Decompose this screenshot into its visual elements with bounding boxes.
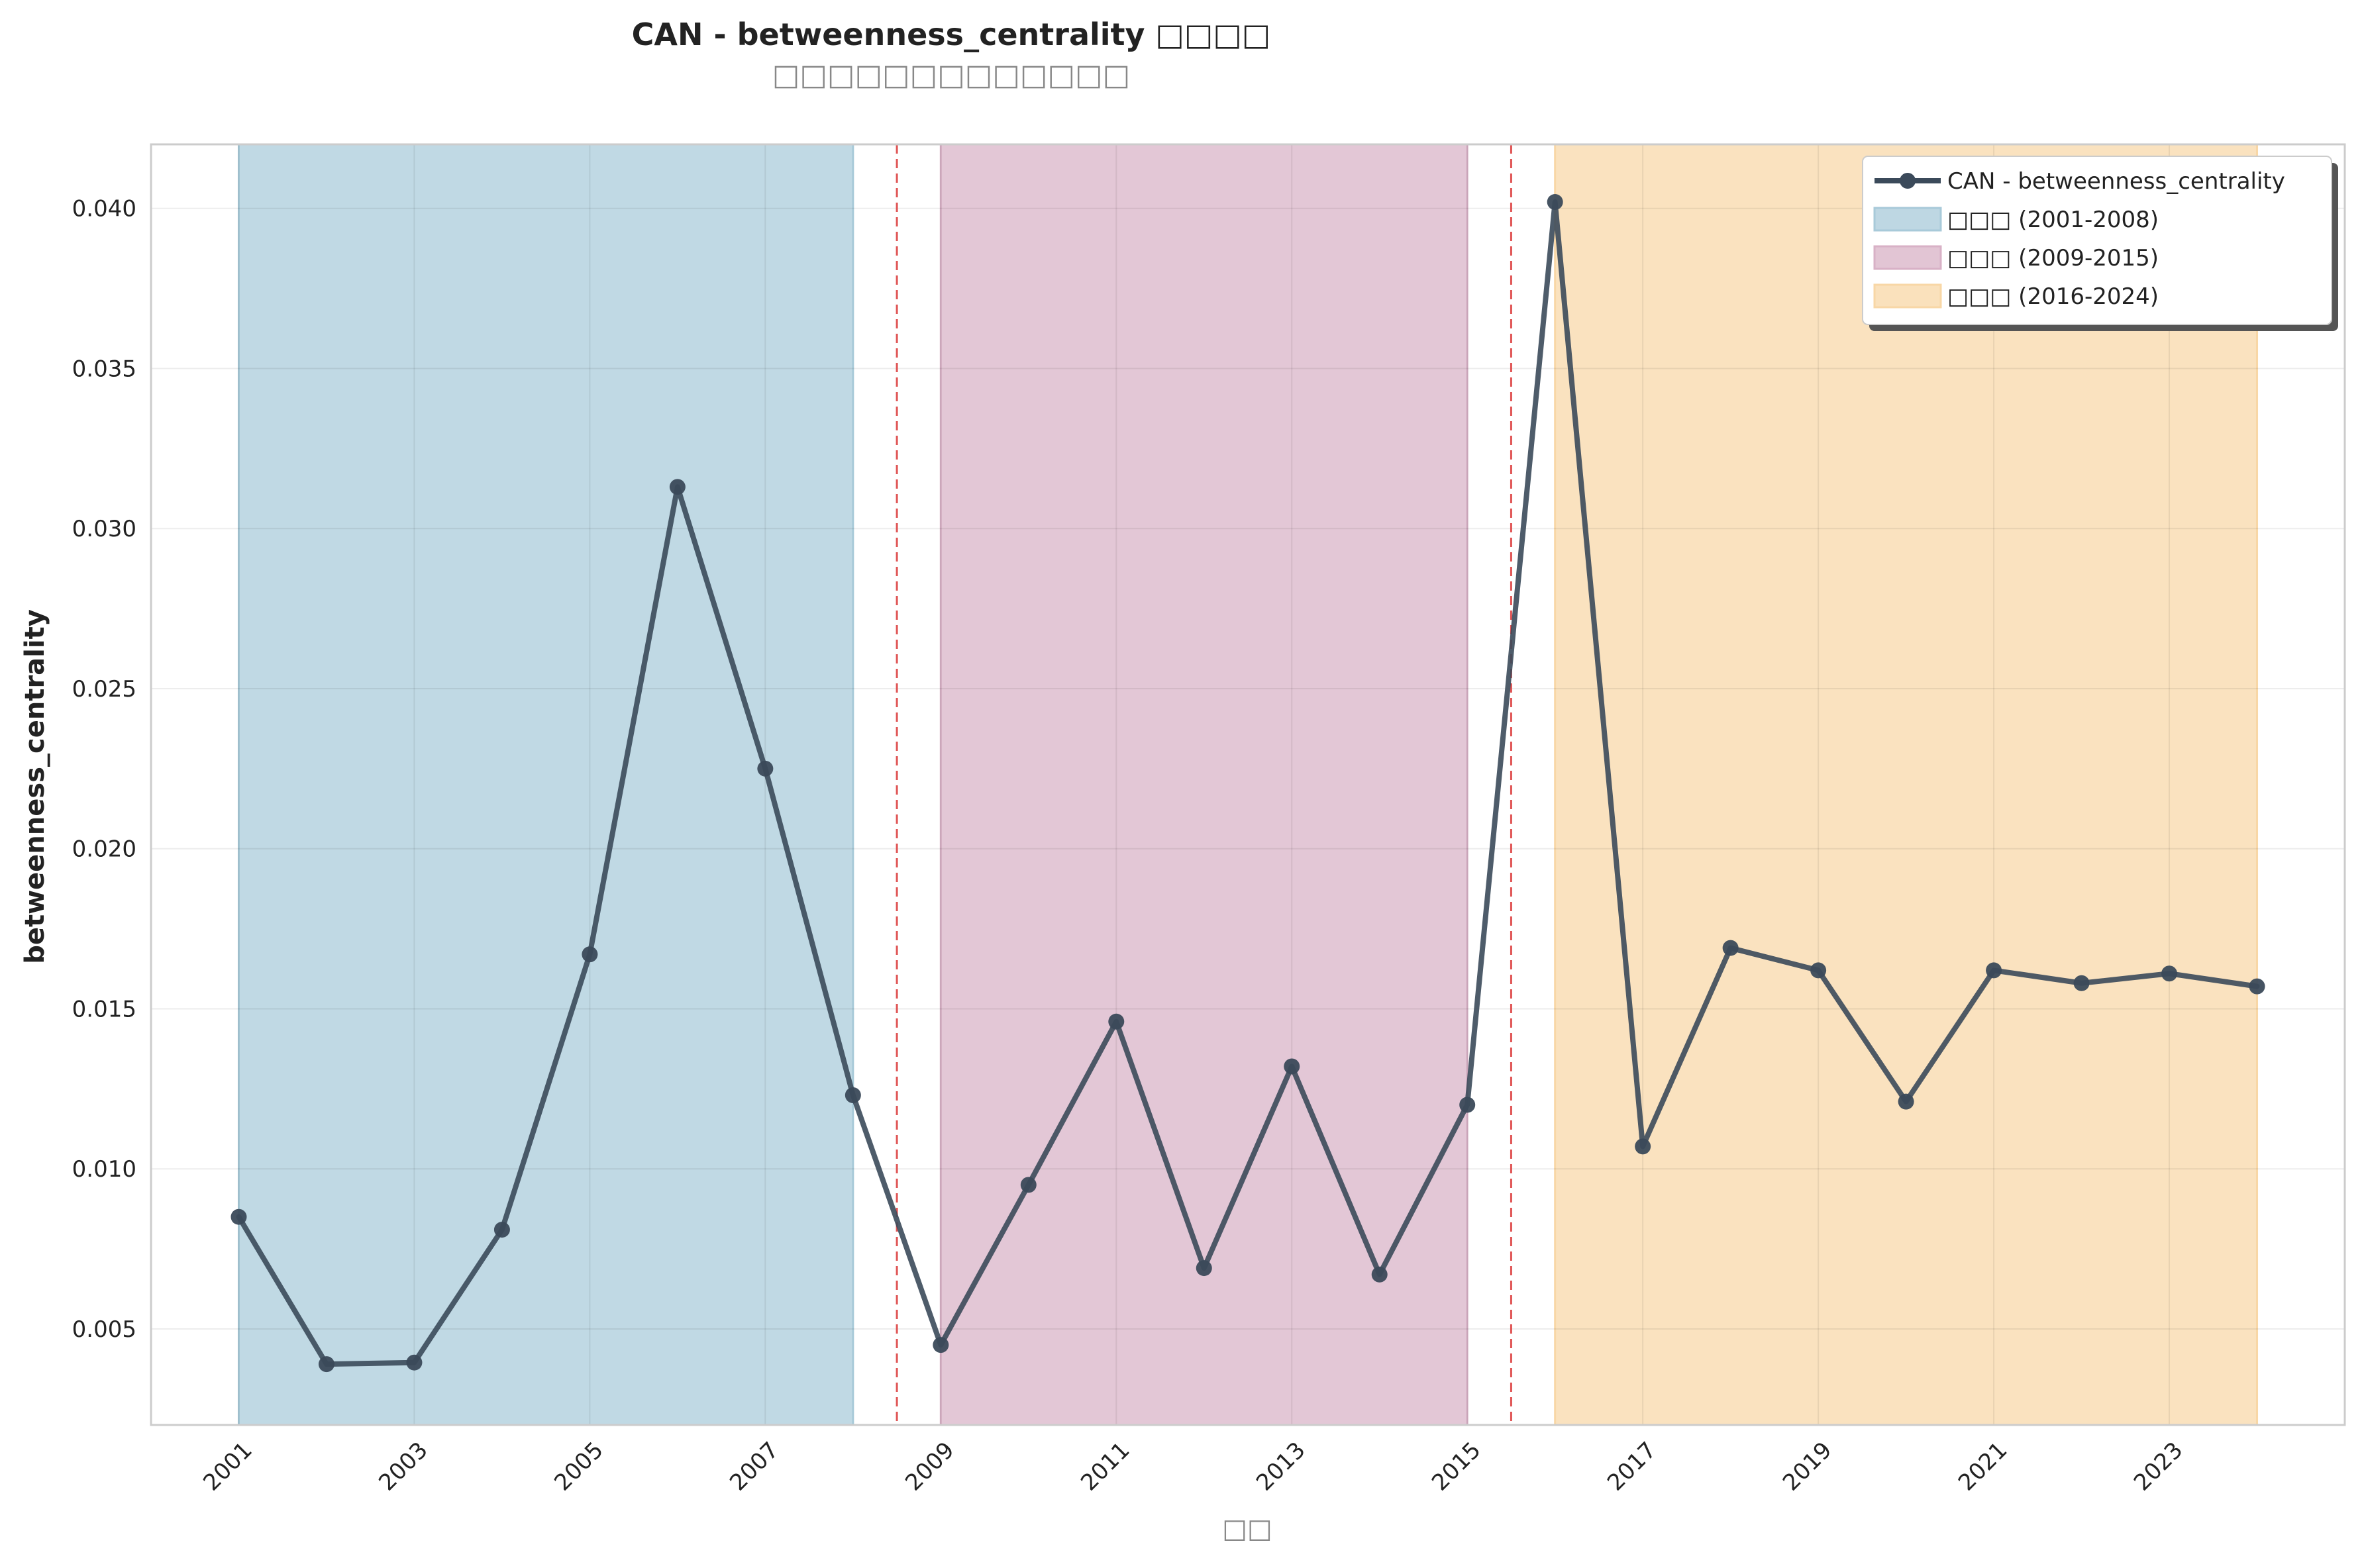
x-tick-label: 2019	[1778, 1437, 1837, 1496]
y-axis-ticks: 0.005 0.010 0.015 0.020 0.025 0.030 0.035 0.040	[72, 196, 136, 1343]
y-tick-label: 0.005	[72, 1316, 136, 1343]
data-point	[1986, 962, 2002, 979]
y-tick-label: 0.015	[72, 996, 136, 1022]
period-bands	[237, 143, 2259, 1426]
x-tick-label: 2017	[1602, 1437, 1661, 1496]
x-tick-label: 2011	[1076, 1437, 1135, 1496]
y-tick-label: 0.025	[72, 676, 136, 703]
data-point	[231, 1208, 247, 1225]
legend-label: □□□ (2001-2008)	[1947, 207, 2159, 233]
data-point	[582, 946, 598, 963]
series-layer	[231, 194, 2265, 1373]
x-tick-label: 2007	[725, 1437, 784, 1496]
data-point	[2161, 965, 2178, 982]
chart-title: CAN - betweenness_centrality □□□□	[632, 17, 1271, 52]
data-point	[1196, 1260, 1212, 1277]
x-tick-label: 2005	[549, 1437, 608, 1496]
legend-label: CAN - betweenness_centrality	[1947, 168, 2285, 195]
legend-box	[1862, 156, 2332, 325]
y-tick-label: 0.030	[72, 516, 136, 542]
x-tick-label: 2023	[2129, 1437, 2188, 1496]
data-point	[2073, 975, 2090, 991]
legend: CAN - betweenness_centrality □□□ (2001-20…	[1862, 156, 2338, 331]
data-point	[845, 1087, 861, 1103]
y-tick-label: 0.020	[72, 836, 136, 863]
plot-frame	[150, 143, 2346, 1426]
data-point	[1284, 1058, 1300, 1075]
data-point	[1898, 1093, 1914, 1110]
data-point	[493, 1222, 510, 1238]
y-tick-label: 0.010	[72, 1156, 136, 1183]
data-point	[1810, 962, 1827, 979]
x-tick-label: 2021	[1953, 1437, 2012, 1496]
y-tick-label: 0.035	[72, 356, 136, 382]
series-line	[236, 199, 2260, 1367]
data-point	[1020, 1177, 1037, 1193]
legend-label: □□□ (2016-2024)	[1947, 283, 2159, 310]
y-tick-label: 0.040	[72, 196, 136, 222]
x-axis-ticks: 2001 2003 2005 2007 2009 2011 2013 2015 2017 2019…	[198, 1437, 2188, 1496]
x-tick-label: 2015	[1427, 1437, 1486, 1496]
legend-swatch	[1873, 245, 1942, 270]
x-tick-label: 2013	[1251, 1437, 1310, 1496]
x-tick-label: 2009	[900, 1437, 959, 1496]
x-tick-label: 2001	[198, 1437, 257, 1496]
data-point	[1547, 194, 1563, 211]
data-point	[1108, 1013, 1125, 1030]
data-point	[1459, 1097, 1476, 1113]
period-dividers	[896, 144, 1512, 1425]
data-point	[1722, 940, 1739, 956]
x-axis-label: □□	[1222, 1514, 1272, 1544]
data-point	[1635, 1138, 1651, 1155]
data-point	[669, 479, 686, 495]
data-point	[757, 760, 774, 777]
legend-swatch	[1873, 207, 1942, 232]
legend-series-marker	[1900, 173, 1916, 189]
chart-subtitle: □□□□□□□□□□□□□	[772, 58, 1130, 92]
data-point	[406, 1354, 423, 1371]
legend-swatch	[1873, 283, 1942, 309]
y-axis-label: betweenness_centrality	[20, 609, 50, 964]
legend-label: □□□ (2009-2015)	[1947, 245, 2159, 271]
x-tick-label: 2003	[374, 1437, 433, 1496]
data-point	[1371, 1266, 1388, 1283]
period-band-2	[939, 143, 1468, 1426]
data-point	[318, 1356, 334, 1373]
data-point	[2249, 978, 2265, 995]
data-point	[933, 1337, 949, 1353]
period-band-1	[237, 143, 854, 1426]
period-band-3	[1554, 143, 2259, 1426]
